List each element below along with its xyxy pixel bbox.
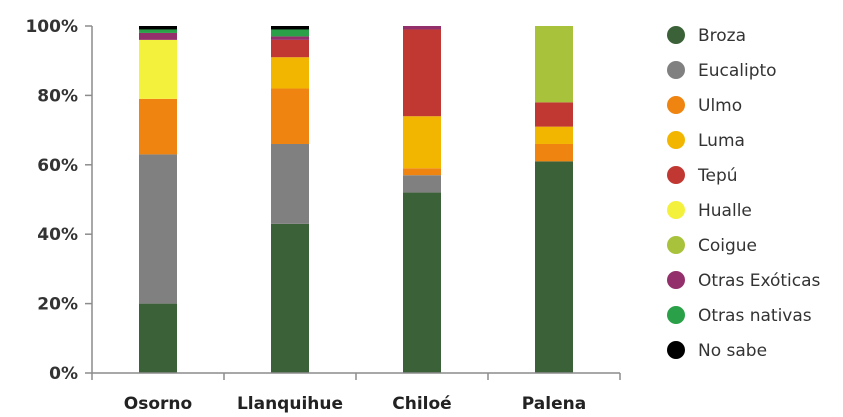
- legend-label: Luma: [698, 131, 745, 151]
- legend-marker: [667, 61, 685, 79]
- bar-segment-tepú: [535, 102, 573, 127]
- legend-marker: [667, 236, 685, 254]
- legend-label: Eucalipto: [698, 61, 777, 81]
- bar-segment-tepú: [403, 29, 441, 117]
- bars: [139, 26, 573, 373]
- legend-label: Otras Exóticas: [698, 271, 821, 291]
- legend-marker: [667, 26, 685, 44]
- bar-segment-broza: [271, 223, 309, 373]
- x-tick-label: Chiloé: [392, 394, 451, 414]
- legend-marker: [667, 341, 685, 359]
- bar-segment-luma: [271, 57, 309, 89]
- y-tick-label: 100%: [25, 17, 78, 37]
- bar-segment-coigue: [535, 26, 573, 103]
- bar-segment-luma: [403, 116, 441, 169]
- bar-segment-otras-exóticas: [403, 26, 441, 30]
- y-tick-label: 80%: [37, 86, 78, 106]
- x-axis: Osorno Llanquihue Chiloé Palena: [91, 372, 621, 414]
- bar-segment-eucalipto: [139, 154, 177, 304]
- bar-segment-eucalipto: [403, 175, 441, 193]
- bar-segment-otras-exóticas: [139, 32, 177, 40]
- legend-marker: [667, 131, 685, 149]
- legend-label: Coigue: [698, 236, 757, 256]
- legend-marker: [667, 271, 685, 289]
- bar-segment-ulmo: [535, 143, 573, 162]
- legend: Broza Eucalipto Ulmo Luma Tepú Hualle Coigue Ot…: [667, 26, 821, 361]
- legend-marker: [667, 166, 685, 184]
- bar-segment-luma: [535, 126, 573, 144]
- bar-segment-ulmo: [271, 88, 309, 144]
- legend-label: Otras nativas: [698, 306, 812, 326]
- bar-segment-ulmo: [139, 98, 177, 155]
- y-tick-label: 0%: [49, 364, 78, 384]
- bar-segment-broza: [139, 303, 177, 373]
- bar-segment-broza: [535, 161, 573, 373]
- bar-segment-hualle: [139, 39, 177, 99]
- legend-label: Tepú: [697, 166, 738, 186]
- legend-label: Ulmo: [698, 96, 742, 116]
- y-tick-label: 20%: [37, 295, 78, 315]
- legend-label: Broza: [698, 26, 746, 46]
- bar-segment-otras-nativas: [271, 29, 309, 37]
- bar-segment-otras-nativas: [139, 29, 177, 33]
- y-tick-label: 40%: [37, 225, 78, 245]
- y-tick-label: 60%: [37, 156, 78, 176]
- y-axis: 0% 20% 40% 60% 80% 100%: [25, 17, 93, 384]
- bar-segment-broza: [403, 192, 441, 373]
- x-tick-label: Osorno: [124, 394, 192, 414]
- x-tick-label: Llanquihue: [237, 394, 343, 414]
- legend-marker: [667, 201, 685, 219]
- legend-label: No sabe: [698, 341, 767, 361]
- legend-label: Hualle: [698, 201, 752, 221]
- legend-marker: [667, 306, 685, 324]
- bar-segment-tepú: [271, 39, 309, 58]
- bar-segment-no-sabe: [139, 26, 177, 30]
- bar-segment-otras-exóticas: [271, 36, 309, 40]
- legend-marker: [667, 96, 685, 114]
- bar-segment-no-sabe: [271, 26, 309, 30]
- bar-segment-ulmo: [403, 168, 441, 176]
- bar-segment-eucalipto: [271, 143, 309, 224]
- x-tick-label: Palena: [522, 394, 586, 414]
